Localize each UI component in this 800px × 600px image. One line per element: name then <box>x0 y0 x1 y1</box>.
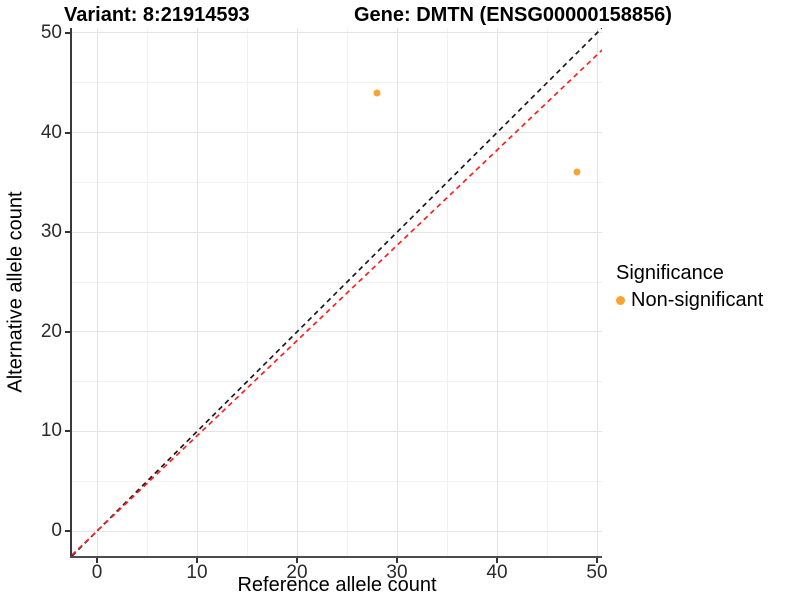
y-tick-label: 0 <box>51 520 62 542</box>
y-tick-label: 10 <box>40 420 62 442</box>
x-tick-label: 10 <box>186 562 208 583</box>
y-tick-mark <box>65 430 70 433</box>
x-tick-label: 0 <box>91 562 103 583</box>
plot-title-gene: Gene: DMTN (ENSG00000158856) <box>354 4 672 26</box>
legend-items: Non-significant <box>616 289 763 312</box>
minor-gridline-x <box>546 28 548 556</box>
x-tick-label: 30 <box>386 562 408 583</box>
x-tick-mark <box>596 558 598 563</box>
reference-lines-layer <box>72 28 602 556</box>
x-tick-label: 40 <box>486 562 508 583</box>
major-gridline-y <box>72 331 602 333</box>
y-tick-label: 50 <box>40 21 62 43</box>
expected-allelic-ratio-line <box>72 49 602 556</box>
plot-title-variant: Variant: 8:21914593 <box>64 4 250 26</box>
y-tick-mark <box>65 330 70 333</box>
minor-gridline-y <box>72 82 602 84</box>
major-gridline-x <box>396 28 398 556</box>
y-tick-mark <box>65 231 70 234</box>
y-axis-line <box>70 28 72 558</box>
major-gridline-x <box>196 28 198 556</box>
identity-line <box>72 28 602 556</box>
legend-item-label: Non-significant <box>631 289 764 311</box>
x-axis-title: Reference allele count <box>237 574 437 596</box>
y-tick-mark <box>65 131 70 134</box>
data-point <box>373 89 381 97</box>
minor-gridline-y <box>72 281 602 283</box>
minor-gridline-y <box>72 480 602 482</box>
legend-item: Non-significant <box>616 289 763 312</box>
major-gridline-y <box>72 231 602 233</box>
major-gridline-x <box>96 28 98 556</box>
x-tick-mark <box>96 558 98 563</box>
legend-point-icon <box>616 296 625 305</box>
minor-gridline-x <box>246 28 248 556</box>
x-axis-line <box>70 556 602 558</box>
major-gridline-x <box>296 28 298 556</box>
legend-title: Significance <box>616 262 724 284</box>
x-tick-mark <box>196 558 198 563</box>
major-gridline-y <box>72 430 602 432</box>
x-tick-label: 20 <box>286 562 308 583</box>
legend: Significance Non-significant <box>616 262 763 312</box>
x-tick-label: 50 <box>586 562 608 583</box>
x-tick-mark <box>296 558 298 563</box>
major-gridline-x <box>596 28 598 556</box>
minor-gridline-x <box>446 28 448 556</box>
x-tick-mark <box>396 558 398 563</box>
major-gridline-y <box>72 132 602 134</box>
minor-gridline-y <box>72 381 602 383</box>
major-gridline-y <box>72 32 602 34</box>
y-tick-label: 40 <box>40 121 62 143</box>
y-tick-label: 20 <box>40 320 62 342</box>
minor-gridline-y <box>72 181 602 183</box>
x-tick-mark <box>496 558 498 563</box>
y-tick-mark <box>65 530 70 533</box>
plot-panel <box>72 28 602 556</box>
major-gridline-x <box>496 28 498 556</box>
major-gridline-y <box>72 530 602 532</box>
data-point <box>573 168 581 176</box>
y-tick-mark <box>65 31 70 34</box>
y-tick-label: 30 <box>40 221 62 243</box>
minor-gridline-x <box>146 28 148 556</box>
